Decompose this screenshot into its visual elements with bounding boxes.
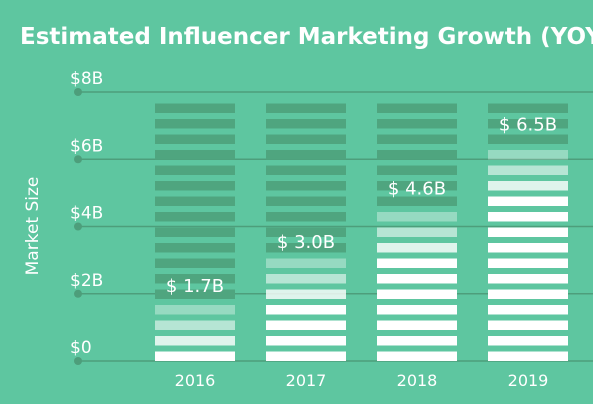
- y-tick-label: $2B: [70, 271, 103, 291]
- x-tick-label: 2018: [397, 371, 438, 390]
- bar-stripe-filled: [266, 289, 346, 299]
- bar-stripe-empty: [266, 119, 346, 129]
- bar-stripe-empty: [155, 289, 235, 299]
- bar-stripe-filled: [488, 196, 568, 206]
- bar-stripe-empty: [266, 150, 346, 160]
- bar-stripe-filled: [155, 336, 235, 346]
- bar-stripe-empty: [155, 134, 235, 144]
- bar-stripe-filled: [488, 274, 568, 284]
- bar-stripe-filled: [377, 274, 457, 284]
- bar-value-label: $ 6.5B: [499, 114, 557, 135]
- bar-stripe-empty: [155, 274, 235, 284]
- bar-stripe-filled: [488, 289, 568, 299]
- bar-stripe-empty: [377, 196, 457, 206]
- bar-stripe-empty: [266, 181, 346, 191]
- bar-stripe-empty: [155, 212, 235, 222]
- bar-value-label: $ 1.7B: [166, 276, 224, 297]
- x-tick-label: 2019: [508, 371, 549, 390]
- bar-2018: [377, 103, 457, 361]
- bar-stripe-filled: [155, 305, 235, 315]
- bar-stripe-filled: [488, 305, 568, 315]
- bar-stripe-filled: [488, 150, 568, 160]
- tick-dot: [74, 88, 82, 96]
- bar-stripe-empty: [266, 243, 346, 253]
- y-tick-label: $4B: [70, 204, 103, 224]
- tick-dot: [74, 155, 82, 164]
- bar-stripe-filled: [266, 258, 346, 268]
- bar-stripe-filled: [377, 227, 457, 237]
- bar-stripe-empty: [377, 150, 457, 160]
- bar-stripe-filled: [488, 165, 568, 175]
- bar-stripe-empty: [155, 258, 235, 268]
- bar-stripe-filled: [488, 227, 568, 237]
- bar-stripe-empty: [488, 134, 568, 144]
- bar-stripe-empty: [488, 103, 568, 113]
- bar-stripe-filled: [377, 289, 457, 299]
- bars-layer: [155, 103, 568, 361]
- bar-stripe-empty: [377, 181, 457, 191]
- bar-stripe-empty: [377, 134, 457, 144]
- bar-stripe-filled: [377, 305, 457, 315]
- bar-stripe-filled: [488, 258, 568, 268]
- labels-layer: $0 $2B $4B $6B $8B $ 1.7B 2016 $ 3.0B 2017 $ 4.6B…: [70, 69, 557, 390]
- bar-stripe-filled: [488, 243, 568, 253]
- y-axis-label: Market Size: [23, 177, 43, 276]
- y-tick-label: $6B: [70, 136, 103, 156]
- bar-2017: [266, 103, 346, 361]
- chart-title: Estimated Influencer Marketing Growth (Y…: [20, 24, 593, 50]
- bar-stripe-empty: [155, 103, 235, 113]
- x-tick-label: 2017: [286, 371, 327, 390]
- y-tick-label: $8B: [70, 69, 103, 89]
- bar-stripe-filled: [377, 258, 457, 268]
- bar-stripe-filled: [266, 274, 346, 284]
- bar-stripe-empty: [155, 243, 235, 253]
- y-tick-label: $0: [70, 338, 92, 358]
- bar-2016: [155, 103, 235, 361]
- bar-stripe-empty: [377, 165, 457, 175]
- bar-stripe-empty: [155, 150, 235, 160]
- tick-dot: [74, 222, 82, 231]
- bar-stripe-filled: [488, 212, 568, 222]
- bar-stripe-empty: [266, 196, 346, 206]
- bar-stripe-empty: [266, 134, 346, 144]
- bar-stripe-filled: [155, 320, 235, 330]
- bar-stripe-filled: [377, 243, 457, 253]
- bar-stripe-empty: [155, 119, 235, 129]
- bar-stripe-filled: [266, 305, 346, 315]
- bar-stripe-empty: [377, 119, 457, 129]
- tick-dot: [74, 357, 82, 365]
- bar-stripe-empty: [266, 212, 346, 222]
- bar-stripe-empty: [488, 119, 568, 129]
- bar-stripe-filled: [488, 181, 568, 191]
- bar-stripe-filled: [377, 212, 457, 222]
- bar-2019: [488, 103, 568, 361]
- bar-stripe-filled: [266, 351, 346, 361]
- bar-stripe-empty: [155, 181, 235, 191]
- bar-stripe-empty: [266, 165, 346, 175]
- x-tick-label: 2016: [175, 371, 216, 390]
- bar-stripe-empty: [266, 103, 346, 113]
- bar-stripe-empty: [155, 196, 235, 206]
- bar-stripe-filled: [488, 320, 568, 330]
- bar-stripe-filled: [266, 336, 346, 346]
- bar-stripe-filled: [266, 320, 346, 330]
- bar-value-label: $ 3.0B: [277, 232, 335, 253]
- bar-stripe-filled: [488, 351, 568, 361]
- bar-stripe-filled: [377, 320, 457, 330]
- bar-stripe-filled: [377, 351, 457, 361]
- bar-stripe-empty: [155, 165, 235, 175]
- bar-value-label: $ 4.6B: [388, 178, 446, 199]
- bar-stripe-filled: [155, 351, 235, 361]
- bar-stripe-empty: [266, 227, 346, 237]
- bar-stripe-filled: [377, 336, 457, 346]
- bar-stripe-empty: [155, 227, 235, 237]
- bar-stripe-empty: [377, 103, 457, 113]
- tick-dot: [74, 289, 82, 298]
- bar-stripe-filled: [488, 336, 568, 346]
